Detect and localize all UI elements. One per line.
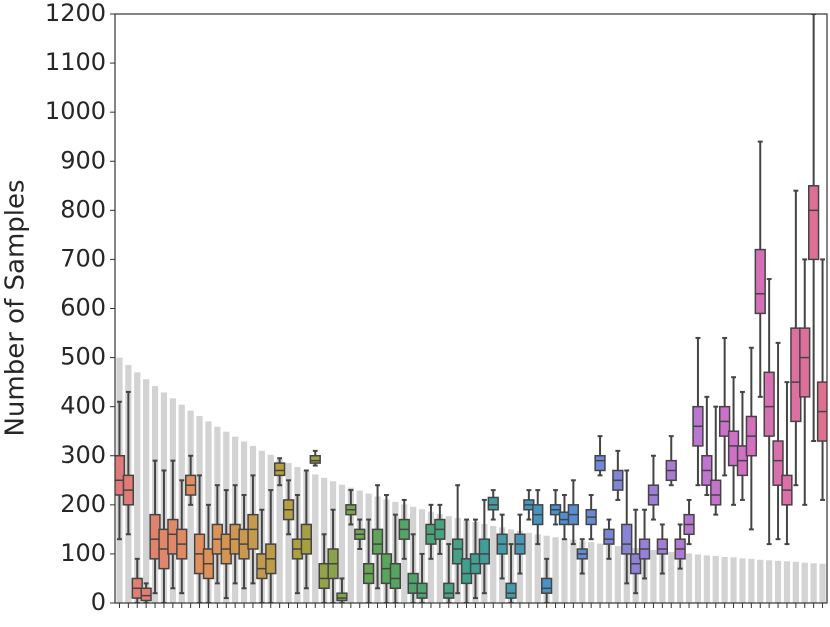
axes-frame [114,13,828,604]
plot-area [115,14,827,603]
bar [819,563,826,603]
box [621,523,633,555]
bar [534,534,541,603]
box [772,440,784,486]
box [140,587,152,602]
box [371,528,384,555]
bar [730,557,737,603]
y-tick-label: 800 [60,195,106,223]
bar [801,562,808,603]
bar [614,546,621,603]
bar [757,559,764,603]
y-axis-label: Number of Samples [1,179,31,436]
y-tick-label: 700 [60,244,106,272]
bar [721,556,728,603]
box [443,582,455,599]
bar [347,487,354,603]
bar [570,539,577,603]
bar [739,558,746,603]
bar [276,459,283,603]
box [487,496,499,511]
y-tick-label: 500 [60,343,106,371]
bar [774,560,782,603]
box [309,455,321,464]
bar [187,410,194,603]
y-tick-label: 400 [60,392,106,420]
bar [685,553,693,603]
y-tick-label: 300 [60,441,106,469]
bar [650,549,657,603]
bar [338,484,346,603]
bar [703,555,710,603]
bar [659,550,666,603]
bar [792,561,799,603]
box [603,528,615,545]
y-tick-label: 900 [60,146,106,174]
bar [766,560,773,603]
bar [605,544,613,603]
bar [143,379,150,603]
box [763,371,775,437]
box [656,538,668,555]
bar [596,543,604,603]
bar [810,563,817,603]
y-tick-label: 1200 [45,0,106,27]
box [799,327,811,398]
box [808,185,820,261]
box [710,479,722,506]
box [274,462,286,477]
bar [436,514,443,603]
y-tick-label: 200 [60,490,106,518]
box [336,592,348,602]
box [416,582,428,599]
box [452,538,464,565]
box [541,577,553,594]
bar [712,555,719,603]
box [247,513,259,550]
bar [525,532,532,603]
y-tick-label: 1100 [45,48,106,76]
y-tick-label: 100 [60,539,106,567]
bar [677,552,684,603]
box [389,562,401,590]
box [478,538,490,565]
bar [552,537,559,603]
box [505,582,517,599]
bar [748,558,755,603]
y-tick-label: 0 [91,588,106,616]
bar [588,542,595,603]
y-tick-label: 1000 [45,97,106,125]
bar [312,474,319,603]
bar [134,372,141,603]
bar [694,554,702,603]
bar [783,561,791,603]
box [754,248,766,315]
bar [561,538,568,603]
bar [490,525,497,603]
bar [668,551,675,603]
box [594,455,606,472]
y-tick-label: 600 [60,294,106,322]
